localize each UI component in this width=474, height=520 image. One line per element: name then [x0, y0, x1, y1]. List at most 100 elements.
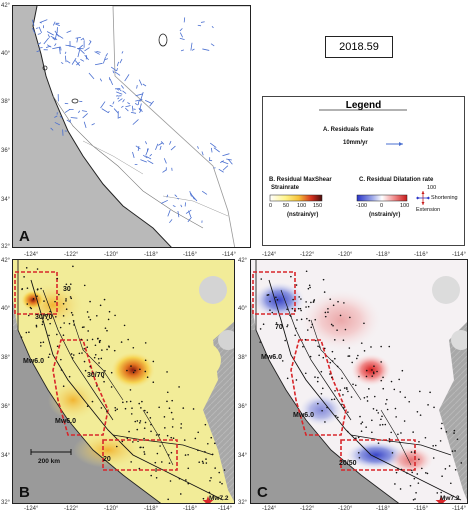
- residual-arrow: [66, 30, 72, 34]
- station-dot: [48, 334, 50, 337]
- station-dot: [167, 454, 170, 456]
- station-dot: [71, 314, 74, 316]
- residual-arrow: [125, 105, 131, 108]
- residual-arrow: [110, 66, 117, 72]
- residual-arrow: [64, 55, 67, 63]
- station-dot: [324, 315, 327, 318]
- residual-arrow: [71, 57, 77, 65]
- station-dot: [218, 471, 221, 474]
- station-dot: [300, 318, 303, 321]
- station-dot: [41, 323, 44, 326]
- station-dot: [26, 303, 29, 305]
- station-dot: [266, 294, 269, 296]
- residual-arrow: [213, 147, 220, 153]
- station-dot: [324, 421, 326, 423]
- station-dot: [343, 302, 345, 304]
- annotation-mw6: Mw6.0: [261, 354, 283, 361]
- residual-arrow: [197, 146, 199, 149]
- station-dot: [40, 345, 42, 347]
- residual-arrow: [135, 93, 143, 97]
- residual-arrow: [37, 42, 42, 46]
- residual-arrow: [82, 113, 88, 119]
- station-dot: [197, 431, 199, 434]
- station-dot: [40, 287, 42, 290]
- region-box: [290, 339, 347, 436]
- station-dot: [441, 475, 443, 478]
- station-dot: [68, 375, 71, 378]
- station-dot: [29, 306, 32, 309]
- residual-arrow: [54, 43, 57, 47]
- station-dot: [360, 342, 363, 344]
- panel-b-lon-tick: -118°: [144, 506, 158, 512]
- station-dot: [144, 370, 147, 373]
- station-dot: [86, 339, 89, 341]
- station-dot: [448, 465, 451, 467]
- station-dot: [384, 423, 387, 426]
- station-dot: [334, 389, 336, 392]
- residual-arrow: [99, 78, 103, 82]
- station-dot: [281, 324, 283, 326]
- station-dot: [377, 412, 380, 414]
- coastline: [255, 260, 400, 503]
- residual-arrow: [75, 36, 81, 39]
- annotation: 70: [275, 324, 283, 331]
- station-dot: [141, 400, 143, 403]
- station-dot: [404, 396, 406, 399]
- residual-arrow: [78, 110, 81, 114]
- residual-arrow: [80, 59, 85, 62]
- station-dot: [295, 379, 298, 381]
- station-dot: [397, 467, 399, 470]
- station-dot: [398, 378, 400, 381]
- station-dot: [439, 440, 442, 442]
- station-dot: [139, 368, 141, 371]
- station-dot: [152, 360, 155, 363]
- station-dot: [259, 341, 261, 343]
- station-dot: [170, 451, 173, 454]
- station-dot: [386, 408, 389, 411]
- shortening-label: Shortening: [431, 195, 458, 201]
- residual-arrow: [43, 37, 50, 45]
- residual-arrow: [139, 109, 142, 113]
- station-dot: [102, 376, 104, 379]
- residual-arrow: [74, 60, 81, 66]
- lake-tahoe: [158, 33, 168, 47]
- station-dot: [429, 391, 431, 394]
- station-dot: [299, 307, 302, 310]
- station-dot: [304, 338, 307, 341]
- residual-arrow: [88, 72, 95, 80]
- station-dot: [436, 492, 439, 494]
- station-dot: [114, 409, 117, 412]
- station-dot: [335, 415, 337, 417]
- residual-arrow: [50, 127, 54, 131]
- station-dot: [371, 369, 373, 371]
- station-dot: [60, 369, 63, 371]
- station-dot: [108, 345, 110, 347]
- station-dot: [144, 421, 147, 424]
- station-dot: [179, 493, 182, 495]
- annotation-mw6: Mw6.0: [293, 412, 315, 419]
- station-dot: [36, 295, 38, 297]
- residual-arrow: [54, 115, 58, 118]
- residual-arrow: [138, 79, 143, 86]
- station-dot: [380, 345, 382, 348]
- residual-arrow: [68, 45, 76, 48]
- station-dot: [317, 376, 319, 379]
- station-dot: [359, 415, 361, 418]
- station-dot: [43, 314, 45, 316]
- region-box: [252, 271, 296, 315]
- station-dot: [358, 456, 361, 459]
- station-dot: [72, 265, 74, 268]
- station-dot: [96, 385, 98, 387]
- station-dot: [139, 421, 141, 424]
- station-dot: [414, 498, 416, 500]
- station-dot: [329, 373, 331, 375]
- station-dot: [379, 424, 381, 426]
- residual-arrow: [133, 108, 136, 110]
- station-dot: [214, 442, 216, 445]
- epicenter-star: [202, 496, 214, 503]
- station-dot: [89, 365, 92, 368]
- station-dot: [377, 442, 380, 444]
- station-dot: [350, 396, 353, 398]
- station-dot: [62, 315, 65, 317]
- station-dot: [450, 482, 452, 485]
